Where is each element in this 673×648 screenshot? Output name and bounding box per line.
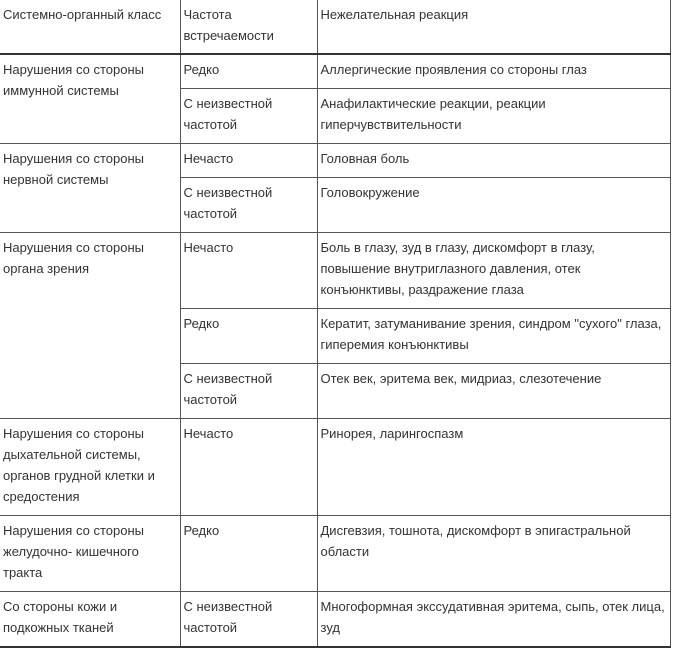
table-row: Нарушения со стороны органа зрения Нечаст… xyxy=(0,232,671,419)
frequency-cell: С неизвестной частотой xyxy=(179,363,318,419)
organ-class-cell: Нарушения со стороны желудочно- кишечног… xyxy=(0,515,181,592)
table-row: С неизвестной частотой Отек век, эритема … xyxy=(0,363,671,419)
table-row: Нарушения со стороны дыхательной системы… xyxy=(0,418,671,516)
frequency-cell: Нечасто xyxy=(179,232,318,309)
reaction-cell: Кератит, затуманивание зрения, синдром "… xyxy=(316,308,671,364)
header-cell: Частота встречаемости xyxy=(179,0,318,55)
organ-class-cell: Нарушения со стороны дыхательной системы… xyxy=(0,418,181,516)
table-row: Редко Кератит, затуманивание зрения, синд… xyxy=(0,308,671,364)
table-row: Со стороны кожи и подкожных тканей С неиз… xyxy=(0,591,671,648)
frequency-cell: Редко xyxy=(179,308,318,364)
table-row: Нарушения со стороны желудочно- кишечног… xyxy=(0,515,671,592)
table-row: Нарушения со стороны иммунной системы Ред… xyxy=(0,53,671,144)
reaction-cell: Ринорея, ларингоспазм xyxy=(316,418,671,516)
table-row: С неизвестной частотой Анафилактические р… xyxy=(0,88,671,144)
organ-class-cell: Со стороны кожи и подкожных тканей xyxy=(0,591,181,648)
header-cell: Системно-органный класс xyxy=(0,0,181,55)
reaction-cell: Анафилактические реакции, реакции гиперч… xyxy=(316,88,671,144)
frequency-cell: С неизвестной частотой xyxy=(179,591,318,648)
frequency-cell: С неизвестной частотой xyxy=(179,88,318,144)
reaction-cell: Головокружение xyxy=(316,177,671,233)
organ-class-cell: Нарушения со стороны органа зрения xyxy=(0,232,181,419)
header-cell: Нежелательная реакция xyxy=(316,0,671,55)
organ-class-cell: Нарушения со стороны иммунной системы xyxy=(0,53,181,144)
organ-class-cell: Нарушения со стороны нервной системы xyxy=(0,143,181,233)
reaction-cell: Боль в глазу, зуд в глазу, дискомфорт в … xyxy=(316,232,671,309)
frequency-cell: Редко xyxy=(179,515,318,592)
table-row: С неизвестной частотой Головокружение xyxy=(0,177,671,233)
table-row: Нарушения со стороны нервной системы Неча… xyxy=(0,143,671,233)
reaction-cell: Головная боль xyxy=(316,143,671,178)
header-row: Системно-органный класс Частота встречае… xyxy=(0,0,671,55)
table-header: Системно-органный класс Частота встречае… xyxy=(0,0,671,55)
table-body: Нарушения со стороны иммунной системы Ред… xyxy=(0,53,671,648)
reaction-cell: Многоформная экссудативная эритема, сыпь… xyxy=(316,591,671,648)
frequency-cell: С неизвестной частотой xyxy=(179,177,318,233)
reaction-cell: Аллергические проявления со стороны глаз xyxy=(316,53,671,89)
reaction-cell: Дисгевзия, тошнота, дискомфорт в эпигаст… xyxy=(316,515,671,592)
frequency-cell: Редко xyxy=(179,53,318,89)
frequency-cell: Нечасто xyxy=(179,418,318,516)
reaction-cell: Отек век, эритема век, мидриаз, слезотеч… xyxy=(316,363,671,419)
frequency-cell: Нечасто xyxy=(179,143,318,178)
